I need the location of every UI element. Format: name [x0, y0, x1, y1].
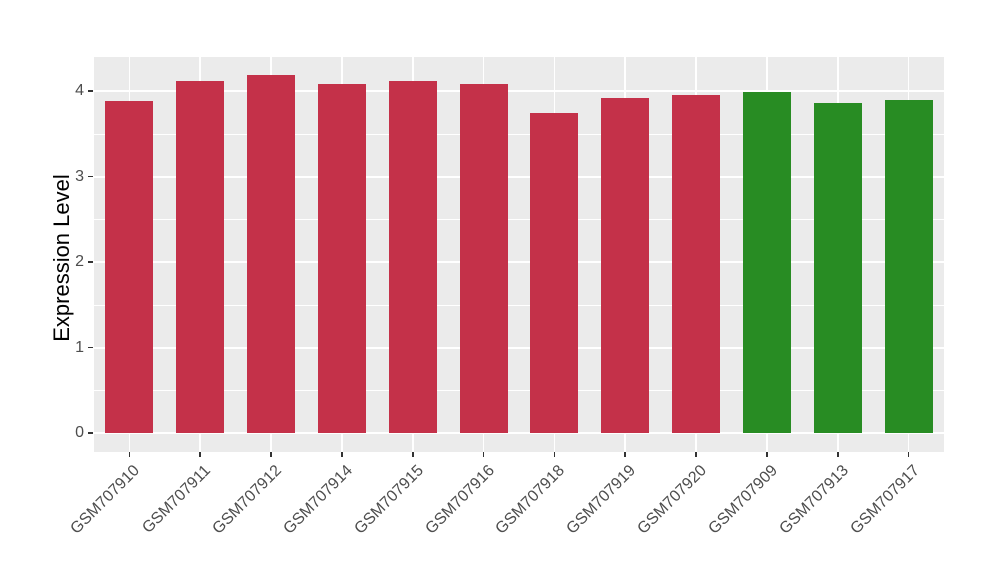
- minor-gridline: [94, 219, 944, 220]
- y-tick-mark: [88, 346, 93, 349]
- bar-GSM707916: [459, 83, 508, 434]
- x-tick-mark: [836, 452, 839, 457]
- y-tick-label: 2: [75, 253, 84, 271]
- y-tick-mark: [88, 432, 93, 434]
- bar-GSM707909: [742, 92, 791, 434]
- y-tick-label: 3: [75, 167, 84, 185]
- plot-area: [94, 57, 944, 452]
- x-tick-mark: [199, 452, 202, 457]
- bar-GSM707914: [317, 84, 366, 434]
- bar-GSM707918: [530, 112, 579, 434]
- x-tick-mark: [482, 452, 485, 457]
- y-tick-label: 0: [75, 424, 84, 442]
- x-tick-mark: [553, 452, 556, 457]
- x-tick-mark: [695, 452, 697, 457]
- major-gridline: [94, 432, 944, 435]
- x-tick-mark: [128, 452, 131, 457]
- bar-GSM707911: [176, 80, 225, 434]
- y-tick-mark: [88, 175, 93, 178]
- bar-GSM707913: [813, 103, 862, 434]
- bar-GSM707917: [884, 99, 933, 434]
- major-gridline: [94, 346, 944, 349]
- major-gridline: [94, 175, 944, 178]
- bar-GSM707920: [672, 95, 721, 434]
- bar-GSM707912: [247, 74, 296, 434]
- y-tick-label: 1: [75, 338, 84, 356]
- minor-gridline: [94, 390, 944, 391]
- minor-gridline: [94, 304, 944, 306]
- x-tick-mark: [411, 452, 414, 457]
- x-tick-mark: [624, 452, 627, 457]
- y-tick-mark: [88, 90, 93, 92]
- y-tick-label: 4: [75, 82, 84, 100]
- bar-GSM707919: [601, 98, 650, 434]
- minor-gridline: [94, 133, 944, 135]
- major-gridline: [94, 261, 944, 264]
- x-tick-mark: [766, 452, 768, 457]
- x-tick-mark: [341, 452, 343, 457]
- x-tick-mark: [907, 452, 910, 457]
- y-tick-mark: [88, 261, 93, 263]
- bar-GSM707910: [105, 101, 154, 434]
- bar-GSM707915: [388, 80, 437, 434]
- major-gridline: [94, 90, 944, 93]
- x-tick-mark: [270, 452, 272, 457]
